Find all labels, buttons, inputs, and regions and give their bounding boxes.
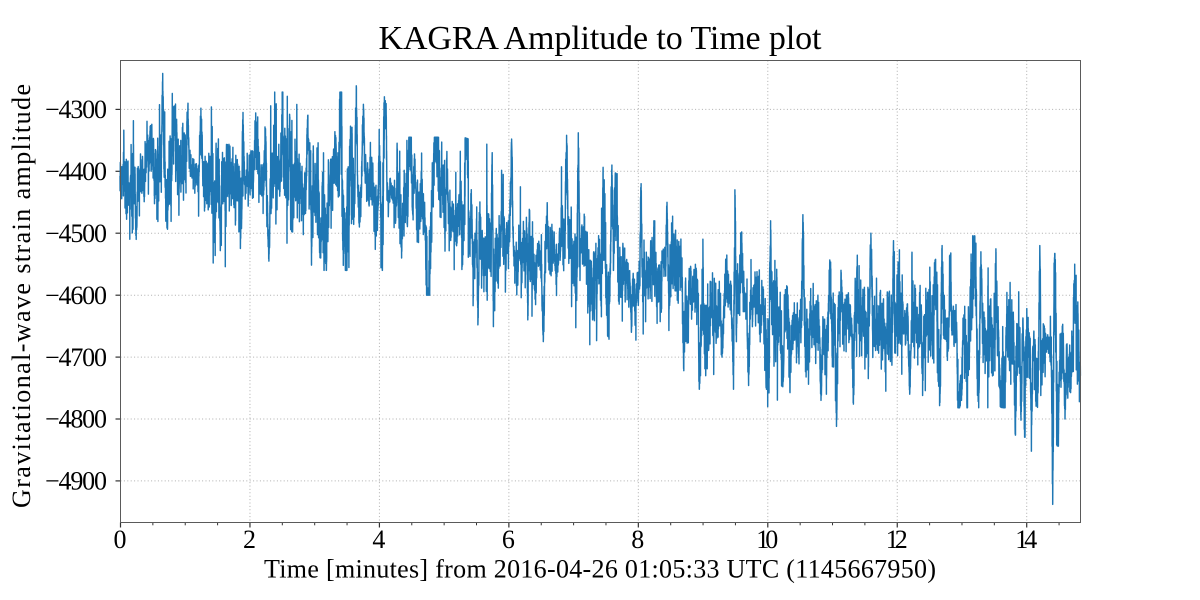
svg-text:0: 0 — [114, 525, 127, 554]
svg-text:−4800: −4800 — [45, 405, 107, 434]
svg-text:−4300: −4300 — [45, 95, 107, 124]
svg-text:14: 14 — [1015, 525, 1037, 554]
svg-text:6: 6 — [502, 525, 515, 554]
svg-text:−4400: −4400 — [45, 157, 107, 186]
svg-text:10: 10 — [756, 525, 778, 554]
svg-text:−4700: −4700 — [45, 343, 107, 372]
svg-text:12: 12 — [886, 525, 908, 554]
svg-text:4: 4 — [372, 525, 385, 554]
svg-text:2: 2 — [243, 525, 256, 554]
svg-text:−4500: −4500 — [45, 219, 107, 248]
svg-text:−4600: −4600 — [45, 281, 107, 310]
svg-text:Time [minutes] from 2016-04-26: Time [minutes] from 2016-04-26 01:05:33 … — [264, 555, 936, 584]
svg-text:8: 8 — [631, 525, 644, 554]
svg-text:Gravitational-wave strain ampl: Gravitational-wave strain amplitude — [7, 84, 36, 508]
svg-text:KAGRA Amplitude to Time plot: KAGRA Amplitude to Time plot — [379, 20, 823, 57]
svg-text:−4900: −4900 — [45, 467, 107, 496]
